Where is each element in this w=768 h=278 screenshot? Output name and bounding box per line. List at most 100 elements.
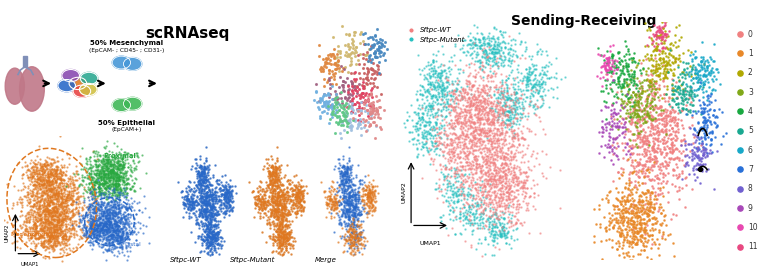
Point	[474, 131, 486, 136]
Point	[517, 189, 529, 193]
Point	[341, 183, 353, 188]
Point	[110, 182, 122, 187]
Point	[112, 195, 124, 200]
Point	[274, 197, 286, 202]
Point	[476, 216, 488, 221]
Point	[65, 231, 78, 235]
Point	[472, 241, 485, 246]
Point	[350, 192, 362, 196]
Point	[211, 181, 223, 185]
Point	[85, 222, 98, 227]
Point	[35, 227, 48, 231]
Point	[498, 206, 511, 210]
Point	[35, 197, 48, 202]
Point	[505, 97, 517, 101]
Point	[213, 197, 225, 201]
Point	[501, 198, 513, 202]
Point	[349, 234, 361, 239]
Point	[206, 201, 218, 206]
Point	[221, 188, 233, 193]
Point	[603, 211, 615, 215]
Point	[463, 192, 475, 197]
Point	[25, 235, 37, 239]
Point	[81, 215, 93, 219]
Point	[641, 95, 653, 100]
Point	[84, 219, 96, 223]
Point	[111, 216, 123, 220]
Point	[43, 208, 55, 212]
Point	[512, 133, 525, 137]
Point	[436, 69, 449, 74]
Point	[699, 120, 711, 124]
Point	[653, 129, 665, 134]
Point	[35, 193, 48, 197]
Point	[187, 193, 199, 197]
Point	[288, 201, 300, 205]
Point	[345, 185, 357, 190]
Point	[447, 91, 459, 96]
Point	[251, 186, 263, 191]
Point	[122, 211, 134, 216]
Point	[51, 241, 63, 245]
Point	[488, 219, 501, 224]
Point	[498, 228, 510, 232]
Point	[197, 184, 210, 188]
Point	[206, 236, 218, 241]
Point	[88, 187, 101, 192]
Point	[483, 99, 495, 104]
Point	[617, 223, 630, 227]
Point	[25, 209, 37, 214]
Point	[441, 100, 453, 104]
Point	[114, 189, 127, 193]
Point	[195, 188, 207, 193]
Point	[433, 138, 445, 143]
Point	[218, 193, 230, 198]
Point	[48, 193, 60, 197]
Point	[525, 71, 537, 76]
Point	[257, 206, 269, 211]
Point	[41, 238, 54, 243]
Point	[59, 243, 71, 247]
Text: 1: 1	[748, 49, 753, 58]
Point	[539, 93, 551, 98]
Point	[603, 120, 615, 124]
Point	[109, 178, 121, 183]
Point	[346, 200, 358, 204]
Point	[97, 176, 109, 180]
Point	[365, 199, 377, 204]
Point	[200, 227, 212, 232]
Point	[258, 164, 270, 168]
Point	[43, 250, 55, 254]
Point	[471, 157, 483, 161]
Point	[368, 42, 380, 46]
Point	[459, 124, 472, 128]
Point	[496, 145, 508, 149]
Point	[87, 221, 99, 225]
Point	[437, 153, 449, 157]
Point	[293, 201, 305, 205]
Point	[276, 213, 289, 217]
Point	[120, 207, 132, 211]
Point	[466, 221, 478, 226]
Point	[102, 183, 114, 188]
Point	[267, 213, 280, 217]
Point	[41, 233, 53, 237]
Point	[598, 58, 611, 62]
Point	[688, 163, 700, 168]
Point	[205, 193, 217, 197]
Point	[198, 198, 210, 202]
Point	[80, 182, 92, 186]
Point	[272, 191, 284, 195]
Point	[197, 214, 209, 219]
Point	[113, 218, 125, 222]
Point	[204, 201, 217, 205]
Point	[46, 179, 58, 184]
Point	[490, 101, 502, 106]
Point	[101, 155, 113, 159]
Point	[91, 233, 104, 237]
Point	[684, 85, 696, 90]
Point	[249, 195, 261, 199]
Point	[270, 220, 283, 225]
Point	[502, 47, 514, 51]
Point	[500, 142, 512, 146]
